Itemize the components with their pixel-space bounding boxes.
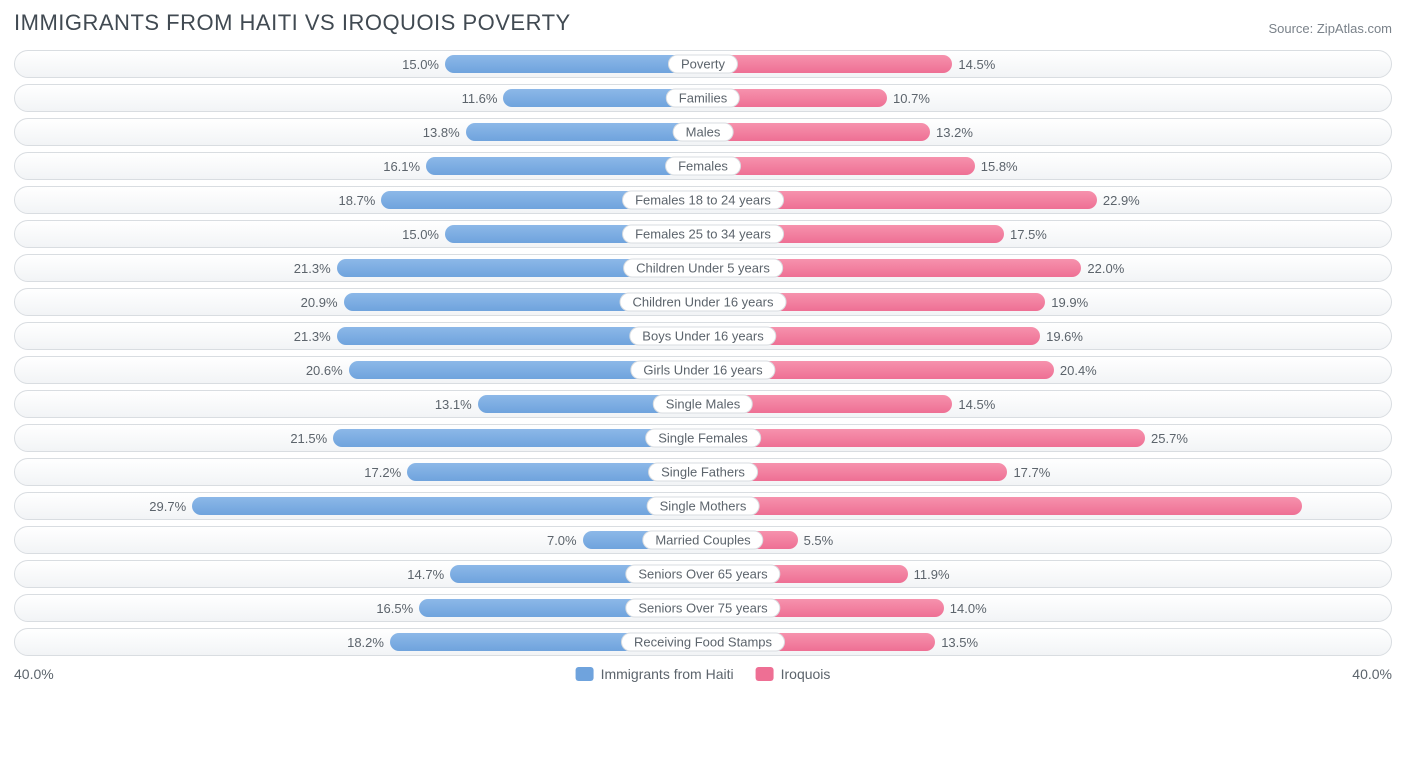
category-label: Receiving Food Stamps	[621, 633, 785, 652]
value-label-right: 5.5%	[804, 527, 834, 553]
value-label-right: 17.5%	[1010, 221, 1047, 247]
value-label-left: 7.0%	[547, 527, 577, 553]
chart-row: 20.9% 19.9% Children Under 16 years	[14, 288, 1392, 316]
value-label-left: 17.2%	[364, 459, 401, 485]
value-label-right: 11.9%	[914, 561, 950, 587]
chart-footer: 40.0% Immigrants from Haiti Iroquois 40.…	[14, 664, 1392, 690]
category-label: Children Under 5 years	[623, 259, 783, 278]
bar-right	[703, 123, 930, 141]
chart-row: 29.7%34.8%Single Mothers	[14, 492, 1392, 520]
chart-legend: Immigrants from Haiti Iroquois	[576, 666, 831, 682]
value-label-right: 10.7%	[893, 85, 930, 111]
category-label: Seniors Over 75 years	[625, 599, 780, 618]
chart-header: IMMIGRANTS FROM HAITI VS IROQUOIS POVERT…	[14, 10, 1392, 36]
value-label-right: 13.5%	[941, 629, 978, 655]
value-label-left: 15.0%	[402, 221, 439, 247]
value-label-left: 29.7%	[149, 493, 186, 519]
chart-row: 7.0% 5.5% Married Couples	[14, 526, 1392, 554]
axis-max-right: 40.0%	[1352, 666, 1392, 682]
value-label-right: 14.5%	[958, 391, 995, 417]
category-label: Single Females	[645, 429, 761, 448]
value-label-right: 25.7%	[1151, 425, 1188, 451]
value-label-left: 18.7%	[339, 187, 376, 213]
bar-right	[703, 497, 1302, 515]
legend-label-left: Immigrants from Haiti	[601, 666, 734, 682]
legend-swatch-right	[756, 667, 774, 681]
chart-row: 21.3% 19.6% Boys Under 16 years	[14, 322, 1392, 350]
bar-right	[703, 157, 975, 175]
chart-row: 14.7% 11.9% Seniors Over 65 years	[14, 560, 1392, 588]
bar-left	[192, 497, 703, 515]
value-label-left: 20.6%	[306, 357, 343, 383]
category-label: Boys Under 16 years	[629, 327, 776, 346]
chart-row: 13.8% 13.2% Males	[14, 118, 1392, 146]
chart-row: 18.2% 13.5% Receiving Food Stamps	[14, 628, 1392, 656]
value-label-left: 14.7%	[407, 561, 444, 587]
chart-title: IMMIGRANTS FROM HAITI VS IROQUOIS POVERT…	[14, 10, 571, 36]
chart-row: 21.5% 25.7% Single Females	[14, 424, 1392, 452]
category-label: Seniors Over 65 years	[625, 565, 780, 584]
value-label-left: 11.6%	[462, 85, 498, 111]
bar-right	[703, 429, 1145, 447]
value-label-left: 15.0%	[402, 51, 439, 77]
legend-label-right: Iroquois	[781, 666, 831, 682]
value-label-right: 22.9%	[1103, 187, 1140, 213]
chart-row: 11.6% 10.7% Families	[14, 84, 1392, 112]
bar-left	[426, 157, 703, 175]
chart-row: 15.0% 17.5% Females 25 to 34 years	[14, 220, 1392, 248]
category-label: Girls Under 16 years	[630, 361, 775, 380]
legend-item-right: Iroquois	[756, 666, 831, 682]
category-label: Single Fathers	[648, 463, 758, 482]
category-label: Females 25 to 34 years	[622, 225, 784, 244]
bar-right	[703, 55, 952, 73]
chart-row: 18.7% 22.9% Females 18 to 24 years	[14, 186, 1392, 214]
value-label-right: 22.0%	[1087, 255, 1124, 281]
category-label: Families	[666, 89, 740, 108]
chart-row: 21.3% 22.0% Children Under 5 years	[14, 254, 1392, 282]
diverging-bar-chart: 15.0% 14.5% Poverty 11.6% 10.7% Families 13.8%…	[14, 50, 1392, 656]
value-label-right: 15.8%	[981, 153, 1018, 179]
category-label: Males	[673, 123, 734, 142]
value-label-left: 20.9%	[301, 289, 338, 315]
category-label: Single Mothers	[647, 497, 760, 516]
axis-max-left: 40.0%	[14, 666, 54, 682]
value-label-left: 21.5%	[290, 425, 327, 451]
bar-left	[445, 55, 703, 73]
chart-row: 13.1% 14.5% Single Males	[14, 390, 1392, 418]
value-label-right: 13.2%	[936, 119, 973, 145]
value-label-left: 16.1%	[383, 153, 420, 179]
category-label: Married Couples	[642, 531, 763, 550]
legend-item-left: Immigrants from Haiti	[576, 666, 734, 682]
chart-row: 15.0% 14.5% Poverty	[14, 50, 1392, 78]
chart-source: Source: ZipAtlas.com	[1268, 21, 1392, 36]
value-label-left: 13.1%	[435, 391, 472, 417]
category-label: Poverty	[668, 55, 738, 74]
value-label-left: 16.5%	[376, 595, 413, 621]
chart-row: 20.6% 20.4% Girls Under 16 years	[14, 356, 1392, 384]
category-label: Females 18 to 24 years	[622, 191, 784, 210]
value-label-right: 19.6%	[1046, 323, 1083, 349]
category-label: Females	[665, 157, 741, 176]
chart-row: 16.5% 14.0% Seniors Over 75 years	[14, 594, 1392, 622]
chart-row: 17.2% 17.7% Single Fathers	[14, 458, 1392, 486]
category-label: Children Under 16 years	[620, 293, 787, 312]
value-label-right: 17.7%	[1013, 459, 1050, 485]
value-label-left: 21.3%	[294, 255, 331, 281]
bar-left	[466, 123, 703, 141]
value-label-right: 14.0%	[950, 595, 987, 621]
value-label-right: 20.4%	[1060, 357, 1097, 383]
value-label-left: 21.3%	[294, 323, 331, 349]
value-label-right: 14.5%	[958, 51, 995, 77]
value-label-left: 13.8%	[423, 119, 460, 145]
value-label-right: 19.9%	[1051, 289, 1088, 315]
value-label-left: 18.2%	[347, 629, 384, 655]
category-label: Single Males	[653, 395, 753, 414]
legend-swatch-left	[576, 667, 594, 681]
chart-row: 16.1% 15.8% Females	[14, 152, 1392, 180]
